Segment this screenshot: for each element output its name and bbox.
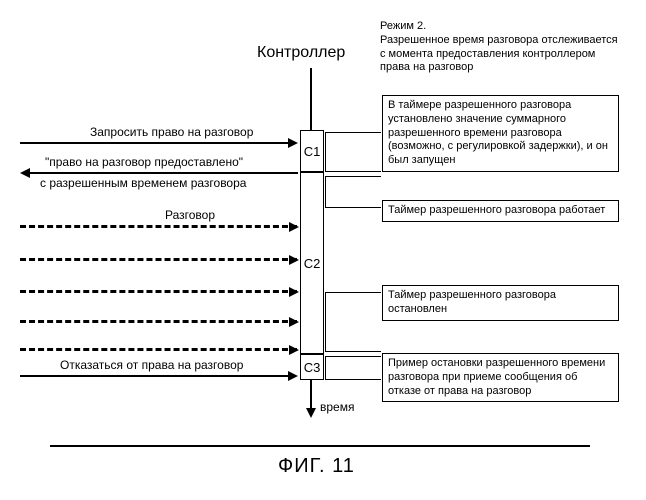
figure-divider [50, 445, 590, 447]
conn-b4 [325, 356, 381, 380]
conn-b1 [325, 132, 381, 172]
cell-c1-label: С1 [304, 144, 321, 159]
controller-title: Контроллер [257, 44, 345, 62]
diagram-canvas: Контроллер Режим 2. Разрешенное время ра… [0, 0, 646, 500]
box-b3: Таймер разрешенного разговора остановлен [382, 285, 619, 321]
arrow2-label-top: "право на разговор предоставлено" [45, 155, 243, 169]
box-b1: В таймере разрешенного разговора установ… [382, 95, 619, 172]
conn-b3 [325, 292, 381, 352]
box-b2: Таймер разрешенного разговора работает [382, 200, 619, 222]
mode-header: Режим 2. Разрешенное время разговора отс… [380, 20, 625, 75]
arrow4-line [20, 375, 290, 377]
time-label: время [320, 400, 354, 414]
conn-b2 [325, 176, 381, 208]
dash-1 [20, 225, 297, 231]
arrow2-line [30, 172, 298, 174]
cell-c2-label: С2 [304, 256, 321, 271]
controller-stem-top [310, 68, 312, 130]
dash-5 [20, 348, 297, 354]
arrow4-label: Отказаться от права на разговор [60, 358, 243, 372]
time-arrowhead [306, 408, 316, 418]
cell-c3: С3 [300, 354, 324, 380]
dash-3 [20, 290, 297, 296]
arrow1-head [288, 138, 298, 148]
box-b4: Пример остановки разрешенного времени ра… [382, 353, 619, 402]
arrow2-head [20, 168, 30, 178]
cell-c1: С1 [300, 130, 324, 172]
dash-2 [20, 258, 297, 264]
figure-caption: ФИГ. 11 [278, 455, 355, 478]
arrow3-label: Разговор [165, 208, 215, 222]
arrow1-label: Запросить право на разговор [90, 125, 253, 139]
arrow1-line [20, 142, 290, 144]
cell-c3-label: С3 [304, 360, 321, 375]
arrow4-head [288, 371, 298, 381]
dash-4 [20, 320, 297, 326]
arrow2-label-bottom: с разрешенным временем разговора [40, 176, 246, 190]
cell-c2: С2 [300, 172, 324, 354]
time-axis [310, 380, 312, 410]
